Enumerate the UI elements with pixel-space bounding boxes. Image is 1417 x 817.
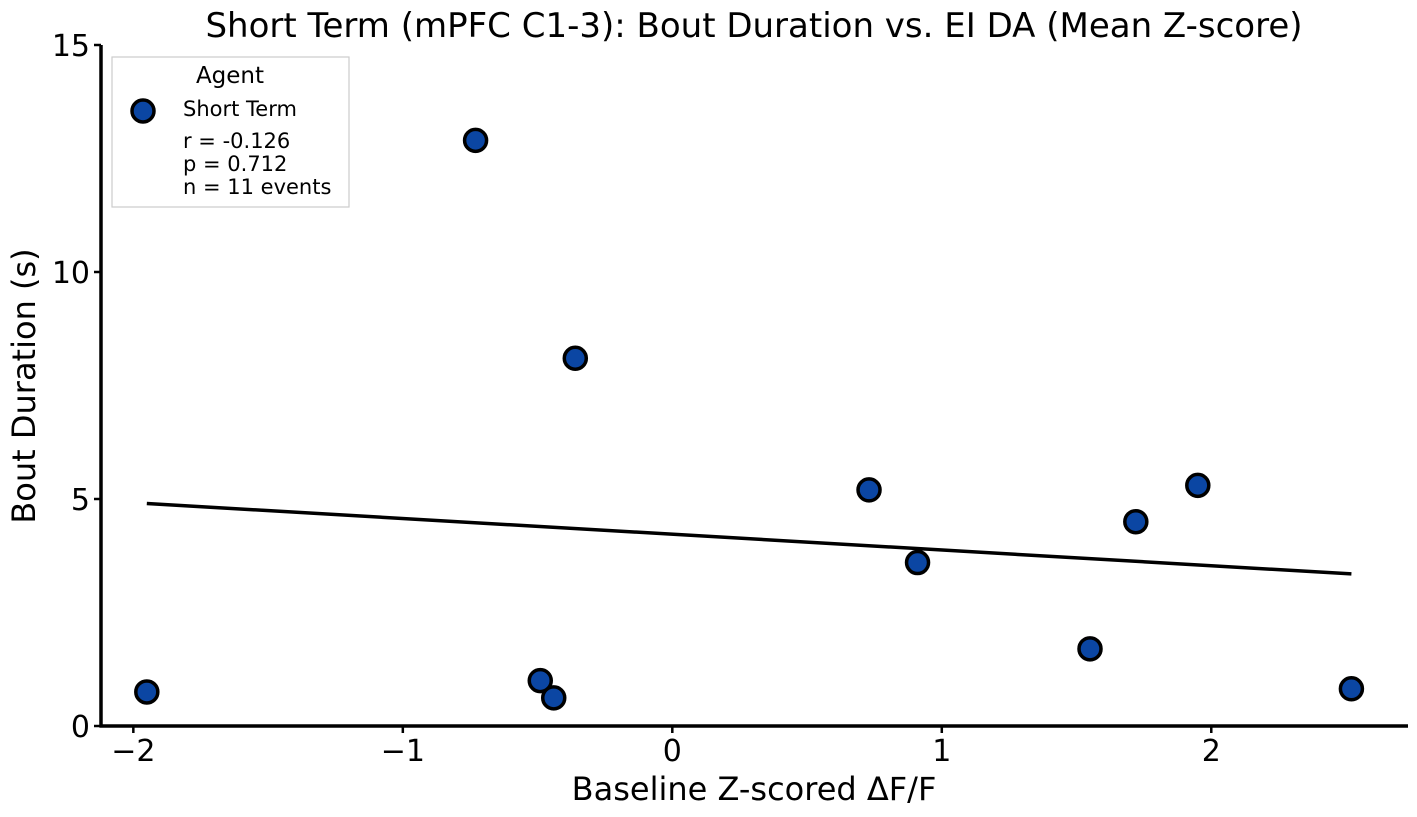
legend-stat-r: r = -0.126 (183, 129, 290, 153)
legend-frame (111, 56, 350, 208)
x-tick-label: 0 (663, 734, 682, 769)
regression-line (146, 501, 1352, 576)
data-point (562, 345, 589, 372)
legend: Agent Short Term r = -0.126 p = 0.712 n … (111, 56, 350, 208)
y-tick-label: 5 (71, 483, 90, 518)
data-point (462, 127, 489, 154)
chart-title: Short Term (mPFC C1-3): Bout Duration vs… (205, 6, 1302, 46)
legend-series-label: Short Term (183, 97, 297, 121)
data-point (904, 549, 931, 576)
regression-line-group (146, 501, 1352, 576)
y-tick-label: 15 (52, 29, 90, 64)
legend-marker (130, 98, 156, 124)
x-tick-label: 2 (1202, 734, 1221, 769)
y-tick-label: 0 (71, 710, 90, 745)
data-points (134, 127, 1365, 711)
y-axis-label: Bout Duration (s) (5, 248, 43, 523)
data-point (1077, 636, 1103, 662)
legend-stat-p: p = 0.712 (183, 152, 287, 176)
data-point (1123, 508, 1149, 535)
data-point (856, 477, 882, 503)
x-tick-label: −2 (111, 734, 155, 769)
legend-title: Agent (196, 63, 264, 89)
legend-stat-n: n = 11 events (183, 175, 331, 199)
x-tick-label: 1 (932, 734, 951, 769)
x-axis-label: Baseline Z-scored ΔF/F (572, 770, 937, 808)
data-point (1338, 676, 1365, 702)
data-point (540, 685, 567, 711)
x-tick-label: −1 (381, 734, 425, 769)
axes: −2 −1 0 1 2 0 5 10 15 (52, 29, 1408, 769)
data-point (527, 667, 554, 694)
y-tick-label: 10 (52, 256, 90, 291)
data-point (134, 679, 160, 705)
data-point (1185, 472, 1211, 499)
